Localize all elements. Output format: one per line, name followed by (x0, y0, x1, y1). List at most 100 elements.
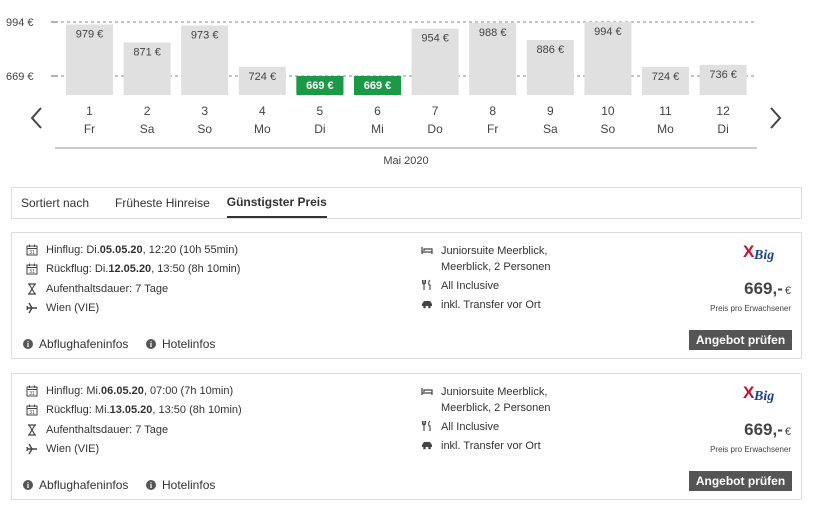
board-type: All Inclusive (421, 278, 571, 294)
price-bar (123, 42, 171, 95)
svg-text:Big: Big (753, 389, 774, 404)
bed-icon (421, 385, 433, 397)
svg-text:X: X (743, 383, 755, 402)
weekday-label: Di (314, 122, 325, 136)
svg-text:31: 31 (29, 391, 35, 397)
price-label: 954 € (421, 33, 449, 45)
price-bar (469, 22, 517, 95)
airport-info-link[interactable]: i Abflughafeninfos (23, 478, 128, 492)
info-icon: i (146, 339, 156, 349)
day-number: 5 (317, 104, 324, 118)
day-number: 2 (144, 104, 151, 118)
airplane-icon (26, 443, 38, 455)
info-icon: i (23, 339, 33, 349)
departure-airport: Wien (VIE) (26, 302, 99, 314)
svg-text:Big: Big (753, 248, 774, 263)
price-bar (238, 66, 286, 95)
check-offer-button[interactable]: Angebot prüfen (689, 471, 792, 491)
calendar-icon: 31 (26, 385, 38, 397)
return-flight: 31 Rückflug: Di. 12.05.20, 13:50 (8h 10m… (26, 263, 240, 275)
info-icon: i (146, 480, 156, 490)
offer-price: 669,- € (744, 279, 791, 298)
price-label: 724 € (249, 71, 277, 83)
day-number: 4 (259, 104, 266, 118)
weekday-label: Sa (140, 122, 155, 136)
weekday-label: So (197, 122, 212, 136)
stay-duration: Aufenthaltsdauer: 7 Tage (26, 424, 168, 436)
day-number: 12 (716, 104, 730, 118)
price-label: 871 € (133, 46, 161, 58)
hotel-info-link[interactable]: i Hotelinfos (146, 478, 215, 492)
cutlery-icon (421, 279, 433, 291)
price-label: 736 € (709, 69, 737, 81)
day-number: 11 (659, 104, 672, 118)
hotel-info-link[interactable]: i Hotelinfos (146, 337, 215, 351)
check-offer-button[interactable]: Angebot prüfen (689, 330, 792, 350)
departure-airport: Wien (VIE) (26, 443, 99, 455)
price-label: 979 € (76, 28, 104, 40)
sort-label: Sortiert nach (21, 196, 90, 210)
return-flight: 31 Rückflug: Mi. 13.05.20, 13:50 (8h 10m… (26, 404, 242, 416)
tour-operator-logo: X Big (743, 383, 774, 404)
transfer: inkl. Transfer vor Ort (421, 297, 571, 313)
svg-text:X: X (743, 242, 755, 261)
weekday-label: Fr (84, 122, 95, 136)
day-number: 1 (86, 104, 93, 118)
price-bar (181, 25, 229, 96)
offer-card: 31 Hinflug: Di. 05.05.20, 12:20 (10h 55m… (11, 232, 802, 359)
price-bar (526, 39, 574, 95)
weekday-label: So (601, 122, 616, 136)
offer-price: 669,- € (744, 420, 791, 439)
airplane-icon (26, 302, 38, 314)
outbound-flight: 31 Hinflug: Mi. 06.05.20, 07:00 (7h 10mi… (26, 385, 233, 397)
weekday-label: Sa (543, 122, 558, 136)
price-bar (584, 22, 632, 95)
price-bar (642, 66, 689, 95)
room-type: Juniorsuite Meerblick, Meerblick, 2 Pers… (421, 243, 571, 275)
sort-bar: Sortiert nach Früheste Hinreise Günstigs… (11, 187, 802, 219)
bed-icon (421, 244, 433, 256)
day-number: 7 (432, 104, 439, 118)
transfer: inkl. Transfer vor Ort (421, 438, 571, 454)
month-label: Mai 2020 (383, 155, 428, 167)
price-note: Preis pro Erwachsener (710, 304, 791, 313)
svg-text:31: 31 (29, 269, 35, 275)
price-label: 886 € (537, 44, 565, 56)
chevron-left-icon[interactable] (26, 104, 48, 132)
price-bar (66, 24, 113, 95)
room-type: Juniorsuite Meerblick, Meerblick, 2 Pers… (421, 384, 571, 416)
weekday-label: Mo (254, 122, 271, 136)
day-number: 8 (489, 104, 496, 118)
day-number: 3 (201, 104, 208, 118)
y-tick-label: 669 € (6, 71, 34, 83)
outbound-flight: 31 Hinflug: Di. 05.05.20, 12:20 (10h 55m… (26, 244, 238, 256)
sort-option-earliest[interactable]: Früheste Hinreise (115, 196, 210, 210)
calendar-icon: 31 (26, 244, 38, 256)
price-label: 994 € (594, 26, 622, 38)
price-label: 669 € (306, 80, 334, 92)
calendar-icon: 31 (26, 404, 38, 416)
calendar-icon: 31 (26, 263, 38, 275)
price-calendar-chart: 994 € 669 € 979 € 1 Fr 871 € 2 Sa 973 € 3 So 724 € 4… (6, 17, 757, 167)
day-number: 6 (374, 104, 381, 118)
weekday-label: Mi (371, 122, 384, 136)
car-icon (421, 298, 433, 310)
price-label: 973 € (191, 29, 219, 41)
sort-option-cheapest[interactable]: Günstigster Preis (226, 188, 327, 218)
svg-text:31: 31 (29, 250, 35, 256)
hourglass-icon (26, 424, 38, 436)
price-label-bg (296, 76, 344, 93)
chevron-right-icon[interactable] (764, 104, 786, 132)
tour-operator-logo: X Big (743, 242, 774, 263)
hourglass-icon (26, 283, 38, 295)
price-label: 988 € (479, 27, 507, 39)
price-note: Preis pro Erwachsener (710, 445, 791, 454)
airport-info-link[interactable]: i Abflughafeninfos (23, 337, 128, 351)
offer-card: 31 Hinflug: Mi. 06.05.20, 07:00 (7h 10mi… (11, 373, 802, 500)
day-number: 10 (601, 104, 615, 118)
price-bar (699, 64, 747, 95)
y-tick-label: 994 € (6, 17, 34, 29)
price-label: 669 € (364, 80, 392, 92)
stay-duration: Aufenthaltsdauer: 7 Tage (26, 283, 168, 295)
price-bar (411, 28, 459, 95)
